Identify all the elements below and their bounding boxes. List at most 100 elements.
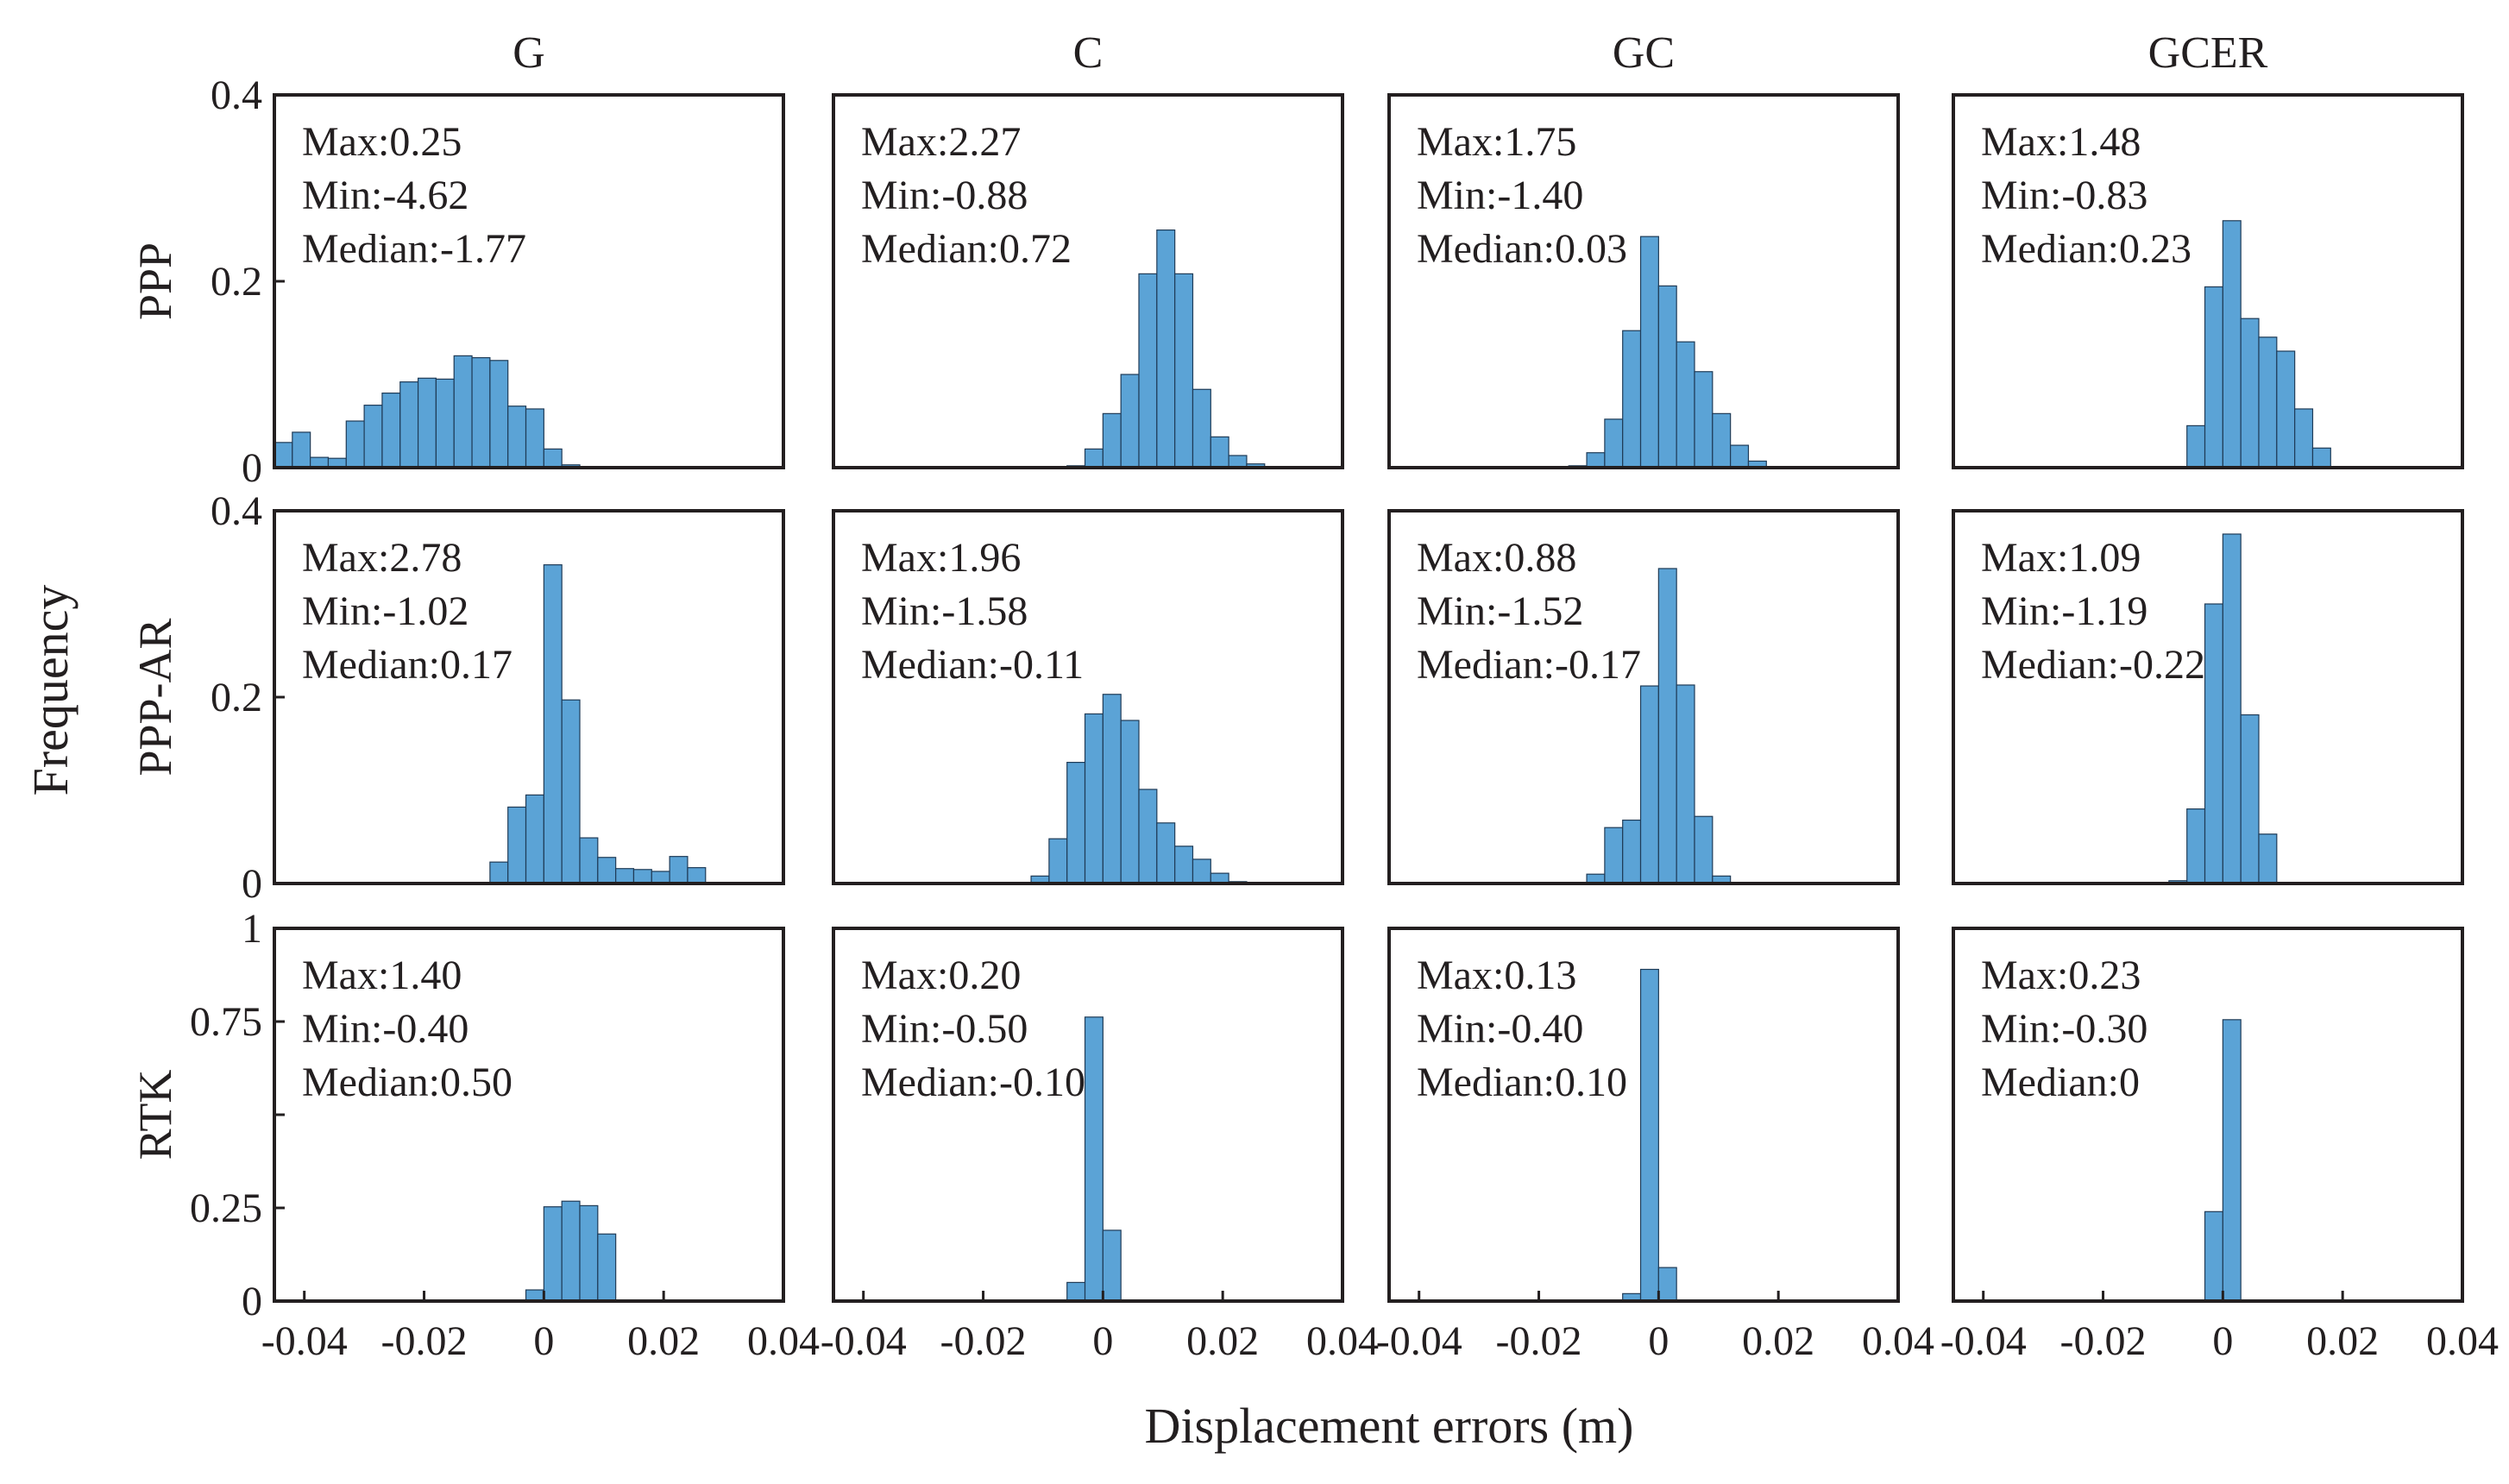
panel-frame xyxy=(1387,927,1900,1303)
y-tick-label: 1 xyxy=(242,906,262,952)
x-tick-label: -0.04 xyxy=(1940,1318,2027,1364)
histogram-bar xyxy=(507,406,527,468)
histogram-bar xyxy=(471,356,491,468)
histogram-bar xyxy=(1174,273,1194,468)
histogram-bar xyxy=(2204,603,2223,884)
stats-label: Min:-0.88 xyxy=(861,173,1028,218)
histogram-bar xyxy=(1676,684,1695,884)
histogram-bar xyxy=(1120,720,1140,884)
stats-label: Min:-1.52 xyxy=(1417,588,1583,634)
histogram-bar xyxy=(1657,1267,1677,1302)
histogram-bar xyxy=(1102,1229,1122,1302)
panel-ppp-gc: Max:1.75 Min:-1.40 Median:0.03 xyxy=(1387,93,1900,469)
x-tick-label: 0 xyxy=(533,1318,554,1364)
stats-label: Median:0 xyxy=(1981,1060,2140,1105)
stats-label: Min:-0.40 xyxy=(1417,1006,1583,1052)
stats-label: Max:2.27 xyxy=(861,119,1021,165)
histogram-bar xyxy=(1210,436,1229,468)
histogram-bar xyxy=(1622,330,1642,468)
panel-ppp-ar-gc: Max:0.88 Min:-1.52 Median:-0.17 xyxy=(1387,509,1900,885)
histogram-bar xyxy=(1048,838,1068,884)
x-tick-label: -0.04 xyxy=(1376,1318,1462,1364)
x-tick-label: 0 xyxy=(1092,1318,1113,1364)
histogram-bar xyxy=(543,1206,563,1302)
histogram-bar xyxy=(525,408,544,468)
column-title-g: G xyxy=(512,28,545,78)
histogram-bar xyxy=(543,448,563,468)
stats-label: Median:0.50 xyxy=(302,1060,512,1105)
histogram-bar xyxy=(1102,694,1122,884)
stats-label: Median:0.23 xyxy=(1981,226,2191,272)
histogram-bar xyxy=(1228,455,1248,468)
histogram-bar xyxy=(1084,713,1104,884)
histogram-bar xyxy=(651,871,670,884)
panel-ppp-ar-gcer: Max:1.09 Min:-1.19 Median:-0.22 xyxy=(1952,509,2464,885)
x-tick-label: -0.02 xyxy=(940,1318,1027,1364)
stats-label: Min:-0.30 xyxy=(1981,1006,2147,1052)
histogram-bar xyxy=(2294,408,2314,468)
x-tick-label: 0.04 xyxy=(747,1318,820,1364)
stats-label: Max:0.13 xyxy=(1417,953,1576,998)
row-title-rtk: RTK xyxy=(129,1070,181,1160)
histogram-bar xyxy=(345,420,365,468)
histogram-bar xyxy=(2240,714,2260,884)
y-axis-label: Frequency xyxy=(22,585,79,796)
histogram-bar xyxy=(1657,568,1677,884)
y-tick-label: 0 xyxy=(242,861,262,907)
stats-label: Min:-1.40 xyxy=(1417,173,1583,218)
histogram-bar xyxy=(1102,412,1122,468)
x-tick-label: -0.04 xyxy=(261,1318,348,1364)
histogram-bar xyxy=(1138,789,1158,884)
histogram-bar xyxy=(435,378,455,468)
column-titles: G C GC GCER xyxy=(512,28,2267,78)
panel-frame xyxy=(832,93,1344,469)
stats-label: Max:1.75 xyxy=(1417,119,1576,165)
stats-label: Median:-0.10 xyxy=(861,1060,1085,1105)
y-tick-label: 0.75 xyxy=(190,999,262,1045)
x-tick-label: 0.02 xyxy=(1186,1318,1259,1364)
panel-ppp-ar-g: Max:2.78 Min:-1.02 Median:0.17 0 0.2 0.4 xyxy=(211,488,785,907)
stats-label: Max:2.78 xyxy=(302,535,462,581)
panel-rtk-g: Max:1.40 Min:-0.40 Median:0.50 0 0.25 0.75 1 -0… xyxy=(190,906,820,1364)
stats-label: Min:-0.40 xyxy=(302,1006,468,1052)
histogram-bar xyxy=(1156,822,1176,884)
histogram-bar xyxy=(2204,1210,2223,1302)
x-tick-label: 0.04 xyxy=(1306,1318,1379,1364)
histogram-bar xyxy=(1639,968,1659,1302)
panel-frame xyxy=(1952,93,2464,469)
x-tick-label: 0 xyxy=(1648,1318,1669,1364)
x-axis-label: Displacement errors (m) xyxy=(1145,1398,1634,1454)
histogram-bar xyxy=(1138,273,1158,468)
histogram-bar xyxy=(292,431,311,468)
histogram-bar xyxy=(543,564,563,884)
histogram-bar xyxy=(597,1233,617,1302)
column-title-c: C xyxy=(1073,28,1104,78)
panel-frame xyxy=(1952,927,2464,1303)
histogram-bar xyxy=(1066,761,1086,884)
stats-label: Median:-0.17 xyxy=(1417,642,1641,688)
histogram-bar xyxy=(2258,833,2278,884)
histogram-bar xyxy=(1084,448,1104,468)
panel-ppp-g: Max:0.25 Min:-4.62 Median:-1.77 0 0.2 0.4 xyxy=(211,72,785,491)
histogram-bar xyxy=(1120,374,1140,468)
stats-label: Max:1.48 xyxy=(1981,119,2141,165)
x-tick-label: -0.04 xyxy=(821,1318,907,1364)
histogram-bar xyxy=(669,856,689,884)
histogram-bar xyxy=(1084,1016,1104,1302)
x-tick-label: 0.02 xyxy=(627,1318,700,1364)
stats-label: Min:-1.58 xyxy=(861,588,1028,634)
y-tick-label: 0.2 xyxy=(211,675,262,720)
stats-label: Median:0.17 xyxy=(302,642,512,688)
y-tick-label: 0.4 xyxy=(211,488,262,534)
histogram-bar xyxy=(489,360,509,468)
x-tick-label: 0.02 xyxy=(2306,1318,2379,1364)
panel-rtk-c: Max:0.20 Min:-0.50 Median:-0.10 -0.04 -0.02 0… xyxy=(821,927,1379,1364)
histogram-bar xyxy=(615,868,635,884)
histogram-bar xyxy=(1657,285,1677,468)
histogram-bar xyxy=(1639,685,1659,884)
histogram-bar xyxy=(274,442,293,468)
x-tick-label: 0.04 xyxy=(1862,1318,1934,1364)
panel-frame xyxy=(1387,93,1900,469)
histogram-bar xyxy=(2222,533,2242,884)
histogram-bar xyxy=(1622,819,1642,884)
